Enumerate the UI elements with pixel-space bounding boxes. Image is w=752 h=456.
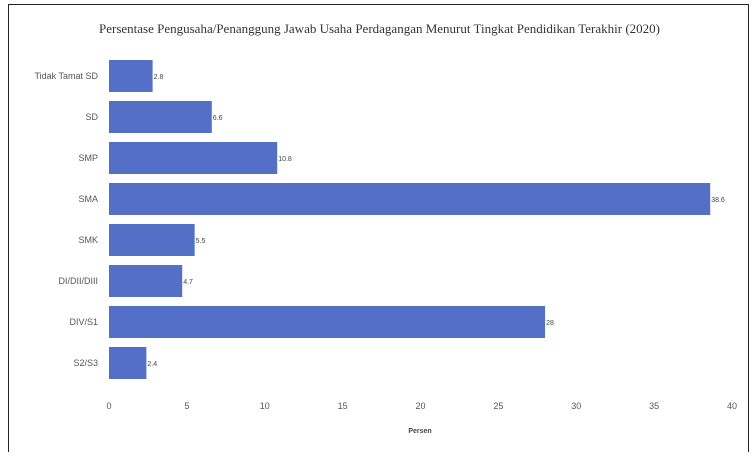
bar xyxy=(109,347,147,379)
bar xyxy=(109,306,546,338)
chart-title: Persentase Pengusaha/Penanggung Jawab Us… xyxy=(99,21,660,36)
data-label: 10.8 xyxy=(278,156,292,163)
category-labels: Tidak Tamat SD SD SMP SMA SMK DI/DII/DIII DIV/… xyxy=(34,71,98,368)
bar xyxy=(109,224,195,256)
data-label: 28 xyxy=(546,320,554,327)
category-label: SD xyxy=(85,112,98,122)
category-label: SMA xyxy=(78,194,98,204)
bar xyxy=(109,265,183,297)
data-label: 5.5 xyxy=(196,238,206,245)
data-label: 2.8 xyxy=(154,74,164,81)
x-tick-label: 25 xyxy=(493,401,503,411)
x-tick-label: 0 xyxy=(106,401,111,411)
category-label: Tidak Tamat SD xyxy=(34,71,98,81)
x-axis-ticks: 0 5 10 15 20 25 30 35 40 xyxy=(106,401,737,411)
x-tick-label: 20 xyxy=(415,401,425,411)
x-tick-label: 5 xyxy=(184,401,189,411)
category-label: S2/S3 xyxy=(73,358,98,368)
bar xyxy=(109,101,212,133)
data-label: 38.6 xyxy=(711,197,725,204)
x-tick-label: 15 xyxy=(338,401,348,411)
category-label: DIV/S1 xyxy=(69,317,98,327)
data-label: 4.7 xyxy=(183,279,193,286)
x-tick-label: 30 xyxy=(571,401,581,411)
category-label: DI/DII/DIII xyxy=(58,276,98,286)
bar xyxy=(109,142,278,174)
bars-layer xyxy=(109,60,711,379)
x-tick-label: 35 xyxy=(649,401,659,411)
data-label: 6.6 xyxy=(213,115,223,122)
x-tick-label: 10 xyxy=(260,401,270,411)
bar xyxy=(109,183,711,215)
value-labels: 2.8 6.6 10.8 38.6 5.5 4.7 28 2.4 xyxy=(147,74,725,368)
category-label: SMP xyxy=(78,153,98,163)
x-axis-title: Persen xyxy=(408,428,431,435)
category-label: SMK xyxy=(78,235,98,245)
x-tick-label: 40 xyxy=(727,401,737,411)
bar xyxy=(109,60,153,92)
data-label: 2.4 xyxy=(147,361,157,368)
